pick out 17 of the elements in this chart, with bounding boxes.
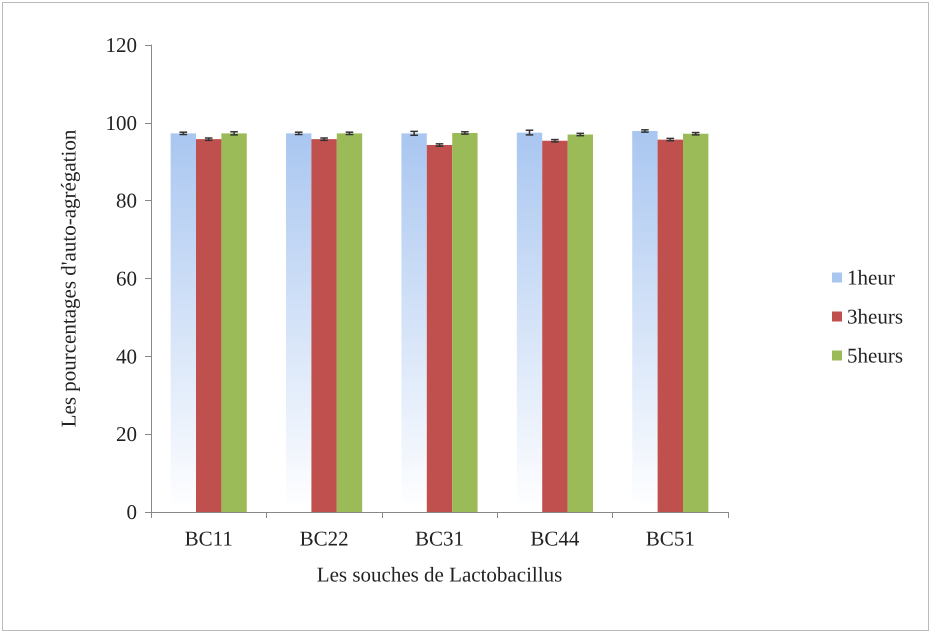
legend-label: 3heurs [847,304,904,328]
y-tick-label: 60 [116,266,137,290]
y-tick-label: 120 [106,33,137,57]
x-tick-label: BC31 [414,526,464,550]
x-tick-label: BC22 [300,526,349,550]
y-tick-label: 80 [116,188,137,213]
legend-label: 5heurs [847,344,904,368]
x-tick-label: BC11 [184,526,233,550]
x-axis-title: Les souches de Lactobacillus [316,562,562,586]
x-tick-label: BC51 [646,526,695,550]
y-tick-label: 0 [126,500,137,524]
y-tick-label: 40 [116,344,137,368]
x-tick-label: BC44 [530,526,580,550]
legend-label: 1heur [847,266,895,290]
y-tick-label: 100 [106,110,137,135]
y-axis-title: Les pourcentages d'auto-agrégation [56,129,80,428]
y-tick-label: 20 [116,422,137,446]
